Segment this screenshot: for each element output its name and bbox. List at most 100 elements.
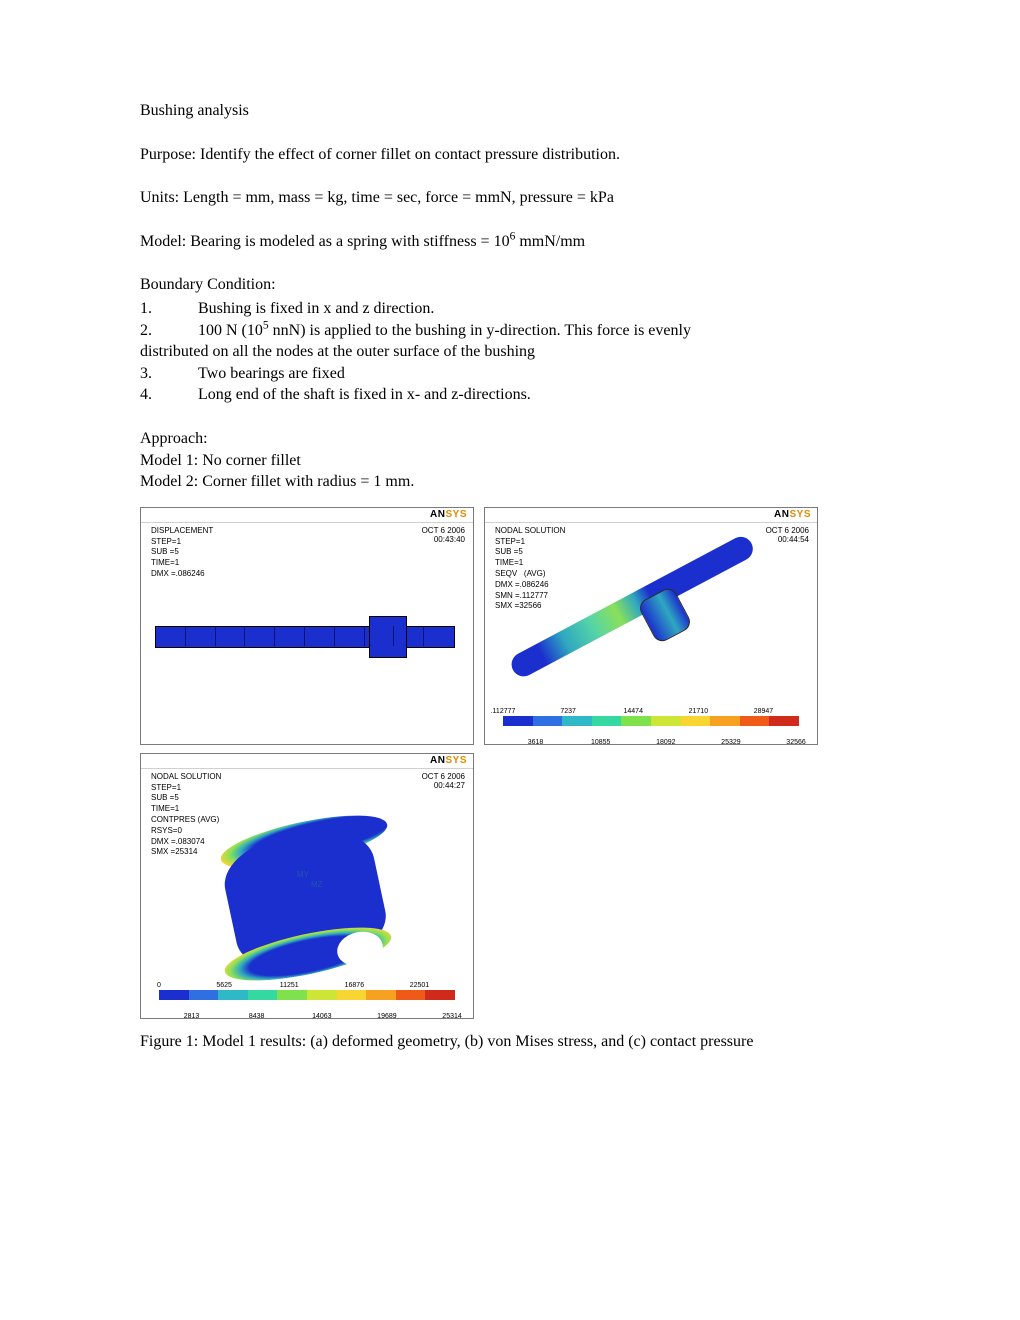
figure-caption: Figure 1: Model 1 results: (a) deformed … xyxy=(140,1031,880,1053)
bc-text-2c: distributed on all the nodes at the oute… xyxy=(140,341,880,363)
bc-num-1: 1. xyxy=(140,298,198,320)
shaft-grid xyxy=(155,626,453,646)
tick: 7237 xyxy=(560,708,576,715)
tick: 22501 xyxy=(410,982,429,989)
legend-seg xyxy=(425,990,455,1000)
bc-2b: nnN) is applied to the bushing in y-dire… xyxy=(269,322,691,339)
panel-a-meta: DISPLACEMENT STEP=1 SUB =5 TIME=1 DMX =.… xyxy=(151,526,213,580)
legend-seg xyxy=(218,990,248,1000)
panel-c-meta-text: STEP=1 SUB =5 TIME=1 CONTPRES (AVG) RSYS… xyxy=(151,783,219,857)
logo-an: AN xyxy=(430,755,445,766)
title: Bushing analysis xyxy=(140,100,880,122)
logo-an: AN xyxy=(430,509,445,520)
tick: 8438 xyxy=(249,1013,265,1020)
logo-an: AN xyxy=(774,509,789,520)
legend-seg xyxy=(740,716,770,726)
tick: 25329 xyxy=(721,739,740,746)
bc-num-3: 3. xyxy=(140,363,198,385)
tick: 28947 xyxy=(754,708,773,715)
tick: 19689 xyxy=(377,1013,396,1020)
purpose: Purpose: Identify the effect of corner f… xyxy=(140,144,880,166)
panel-c-date: OCT 6 2006 00:44:27 xyxy=(422,772,465,791)
axis-label: MY xyxy=(297,870,309,879)
legend-seg xyxy=(337,990,367,1000)
legend-seg xyxy=(710,716,740,726)
legend-seg xyxy=(681,716,711,726)
figure-1: ANSYS OCT 6 2006 00:43:40 DISPLACEMENT S… xyxy=(140,507,880,1019)
panel-c-date-t: 00:44:27 xyxy=(434,781,465,790)
tick: 18092 xyxy=(656,739,675,746)
bc-num-2: 2. xyxy=(140,320,198,342)
legend-seg xyxy=(277,990,307,1000)
figure-panel-a: ANSYS OCT 6 2006 00:43:40 DISPLACEMENT S… xyxy=(140,507,474,745)
approach-label: Approach: xyxy=(140,428,880,450)
ansys-logo: ANSYS xyxy=(430,509,467,520)
tick: 0 xyxy=(157,982,161,989)
model-pre: Model: Bearing is modeled as a spring wi… xyxy=(140,233,510,250)
tick: 5625 xyxy=(216,982,232,989)
bc-text-2: 100 N (105 nnN) is applied to the bushin… xyxy=(198,320,880,342)
legend-seg xyxy=(307,990,337,1000)
bc-text-1: Bushing is fixed in x and z direction. xyxy=(198,298,880,320)
legend-seg xyxy=(189,990,219,1000)
panel-b-meta: NODAL SOLUTION STEP=1 SUB =5 TIME=1 SEQV… xyxy=(495,526,565,612)
units: Units: Length = mm, mass = kg, time = se… xyxy=(140,187,880,209)
bushing-cylinder: MY MZ xyxy=(211,816,399,970)
figure-panel-c: ANSYS OCT 6 2006 00:44:27 NODAL SOLUTION… xyxy=(140,753,474,1019)
bc-text-3: Two bearings are fixed xyxy=(198,363,880,385)
tick: 3618 xyxy=(528,739,544,746)
panel-a-date-d: OCT 6 2006 xyxy=(422,526,465,535)
model-line: Model: Bearing is modeled as a spring wi… xyxy=(140,231,880,253)
panel-b-date: OCT 6 2006 00:44:54 xyxy=(766,526,809,545)
tick: 32566 xyxy=(786,739,805,746)
tick: 14474 xyxy=(624,708,643,715)
legend-seg xyxy=(562,716,592,726)
logo-ys: SYS xyxy=(445,509,467,520)
tick: 14063 xyxy=(312,1013,331,1020)
bc-text-4: Long end of the shaft is fixed in x- and… xyxy=(198,384,880,406)
tick: 10855 xyxy=(591,739,610,746)
legend-seg xyxy=(396,990,426,1000)
panel-a-date-t: 00:43:40 xyxy=(434,535,465,544)
panel-b-date-d: OCT 6 2006 xyxy=(766,526,809,535)
ansys-logo: ANSYS xyxy=(430,755,467,766)
bc-label: Boundary Condition: xyxy=(140,274,880,296)
legend-seg xyxy=(651,716,681,726)
panel-a-title: DISPLACEMENT xyxy=(151,526,213,535)
logo-ys: SYS xyxy=(445,755,467,766)
panel-a-date: OCT 6 2006 00:43:40 xyxy=(422,526,465,545)
panel-a-meta-text: STEP=1 SUB =5 TIME=1 DMX =.086246 xyxy=(151,537,205,578)
ansys-logo: ANSYS xyxy=(774,509,811,520)
legend-seg xyxy=(621,716,651,726)
axis-label: MZ xyxy=(311,880,323,889)
panel-c-date-d: OCT 6 2006 xyxy=(422,772,465,781)
bc-2a: 100 N (10 xyxy=(198,322,263,339)
bc-num-4: 4. xyxy=(140,384,198,406)
panel-b-title: NODAL SOLUTION xyxy=(495,526,565,535)
legend-seg xyxy=(533,716,563,726)
legend-seg xyxy=(159,990,189,1000)
legend-seg xyxy=(366,990,396,1000)
figure-panel-b: ANSYS OCT 6 2006 00:44:54 NODAL SOLUTION… xyxy=(484,507,818,745)
panel-c-legend: 0 5625 11251 16876 22501 2813 8438 14063… xyxy=(159,982,455,1010)
logo-ys: SYS xyxy=(789,509,811,520)
tick: 11251 xyxy=(280,982,299,989)
tick: 2813 xyxy=(184,1013,200,1020)
panel-b-meta-text: STEP=1 SUB =5 TIME=1 SEQV (AVG) DMX =.08… xyxy=(495,537,549,611)
legend-bar xyxy=(503,716,799,726)
approach-1: Model 1: No corner fillet xyxy=(140,450,880,472)
model-post: mmN/mm xyxy=(515,233,585,250)
legend-bar xyxy=(159,990,455,1000)
panel-b-date-t: 00:44:54 xyxy=(778,535,809,544)
legend-seg xyxy=(769,716,799,726)
legend-seg xyxy=(248,990,278,1000)
legend-seg xyxy=(503,716,533,726)
tick: .112777 xyxy=(491,708,516,715)
legend-seg xyxy=(592,716,622,726)
panel-b-legend: .112777 7237 14474 21710 28947 3618 1085… xyxy=(503,708,799,736)
tick: 25314 xyxy=(442,1013,461,1020)
tick: 16876 xyxy=(345,982,364,989)
approach-2: Model 2: Corner fillet with radius = 1 m… xyxy=(140,471,880,493)
tick: 21710 xyxy=(689,708,708,715)
panel-c-title: NODAL SOLUTION xyxy=(151,772,221,781)
